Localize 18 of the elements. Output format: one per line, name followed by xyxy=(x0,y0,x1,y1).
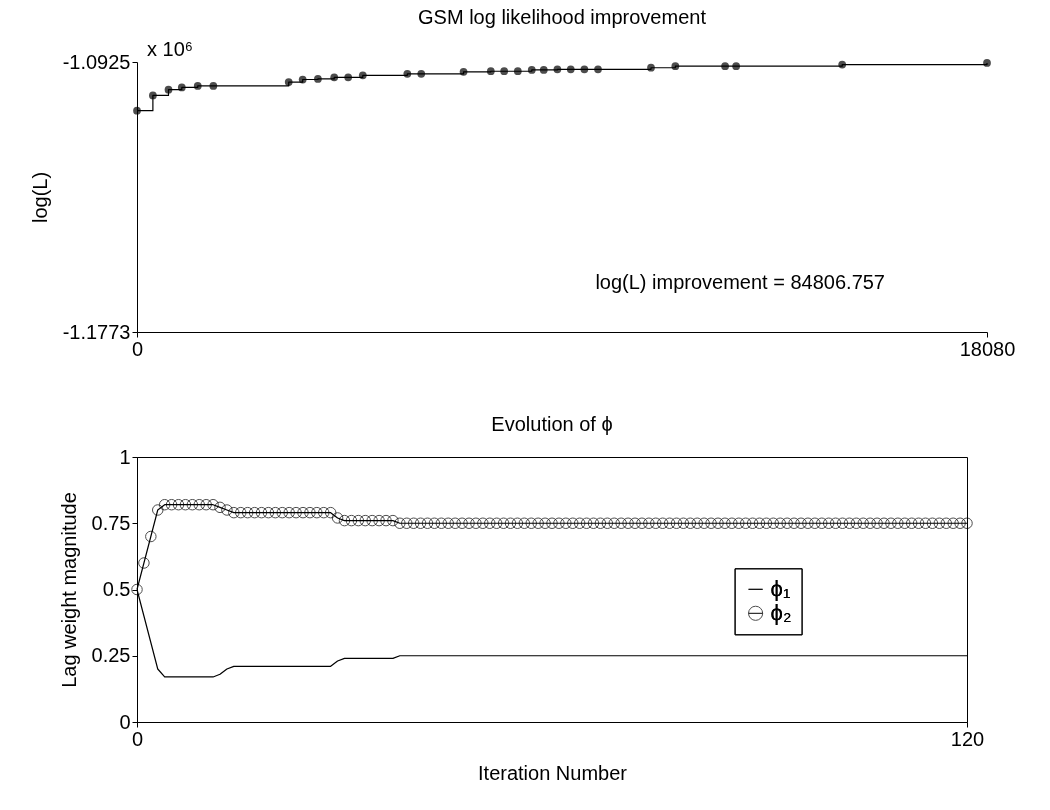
y-tick-label: 1 xyxy=(119,445,131,468)
x-axis-title: Iteration Number xyxy=(478,761,628,784)
y-tick-label: 0.75 xyxy=(91,511,131,534)
annotation: log(L) improvement = 84806.757 xyxy=(595,271,885,294)
chart-title: Evolution of ϕ xyxy=(491,413,613,435)
y-axis-title: log(L) xyxy=(28,171,51,224)
y-tick-label: 0.5 xyxy=(102,578,131,600)
legend-label: ϕ₁ xyxy=(770,576,791,602)
chart-title: GSM log likelihood improvement xyxy=(418,6,707,28)
legend-label: ϕ₂ xyxy=(770,600,792,626)
y-axis-title: Lag weight magnitude xyxy=(57,492,80,688)
y-tick-label: -1.0925 xyxy=(62,50,131,73)
text: x 10⁶ xyxy=(147,38,194,60)
y-tick-label: 0 xyxy=(119,710,131,733)
x-tick-label: 120 xyxy=(950,727,985,750)
x-tick-label: 18080 xyxy=(959,337,1016,360)
y-tick-label: 0.25 xyxy=(91,644,131,667)
y-tick-label: -1.1773 xyxy=(62,320,131,343)
